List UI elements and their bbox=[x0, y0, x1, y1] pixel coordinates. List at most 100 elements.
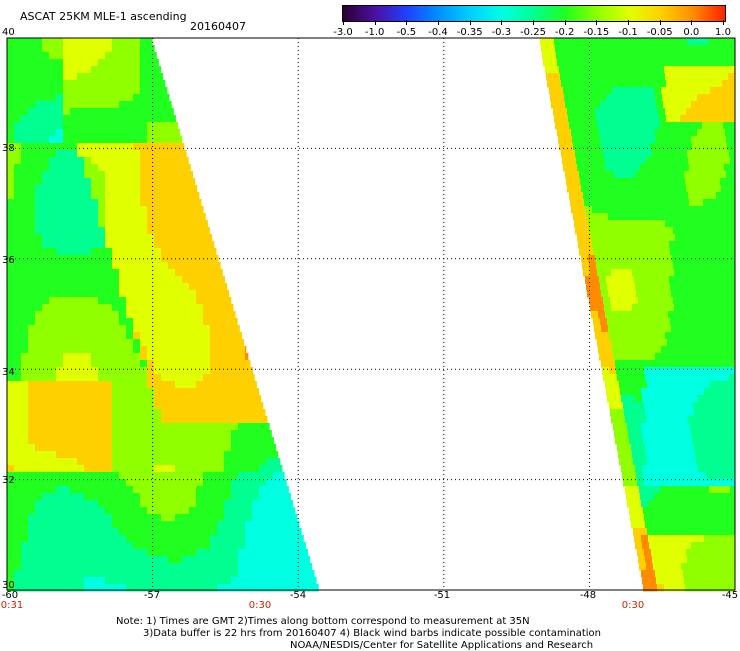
wind-cell bbox=[701, 150, 709, 158]
wind-cell bbox=[84, 87, 92, 95]
wind-cell bbox=[725, 206, 733, 214]
wind-cell bbox=[119, 493, 127, 501]
wind-cell bbox=[189, 283, 197, 291]
wind-cell bbox=[14, 108, 22, 116]
wind-cell bbox=[673, 80, 681, 88]
wind-cell bbox=[697, 276, 705, 284]
wind-cell bbox=[680, 444, 688, 452]
wind-cell bbox=[614, 430, 622, 438]
wind-cell bbox=[648, 353, 656, 361]
wind-cell bbox=[675, 346, 683, 354]
wind-cell bbox=[21, 45, 29, 53]
wind-cell bbox=[182, 164, 190, 172]
wind-cell bbox=[175, 570, 183, 578]
wind-cell bbox=[245, 423, 253, 431]
wind-cell bbox=[217, 297, 225, 305]
wind-cell bbox=[629, 360, 637, 368]
wind-cell bbox=[42, 325, 50, 333]
wind-cell bbox=[646, 157, 654, 165]
wind-cell bbox=[147, 402, 155, 410]
wind-cell bbox=[133, 535, 141, 543]
wind-cell bbox=[7, 430, 15, 438]
wind-cell bbox=[91, 122, 99, 130]
wind-cell bbox=[56, 143, 64, 151]
wind-cell bbox=[49, 514, 57, 522]
wind-cell bbox=[56, 304, 64, 312]
wind-cell bbox=[189, 521, 197, 529]
wind-cell bbox=[140, 535, 148, 543]
wind-cell bbox=[84, 101, 92, 109]
wind-cell bbox=[147, 528, 155, 536]
wind-cell bbox=[77, 542, 85, 550]
wind-cell bbox=[91, 45, 99, 53]
wind-cell bbox=[657, 213, 665, 221]
wind-cell bbox=[627, 500, 635, 508]
wind-cell bbox=[147, 521, 155, 529]
wind-cell bbox=[105, 150, 113, 158]
wind-cell bbox=[119, 164, 127, 172]
wind-cell bbox=[196, 437, 204, 445]
wind-cell bbox=[154, 374, 162, 382]
wind-cell bbox=[161, 514, 169, 522]
wind-cell bbox=[77, 570, 85, 578]
wind-cell bbox=[659, 262, 667, 270]
wind-cell bbox=[140, 297, 148, 305]
wind-cell bbox=[98, 584, 106, 592]
wind-cell bbox=[175, 248, 183, 256]
wind-cell bbox=[35, 507, 43, 515]
wind-cell bbox=[119, 129, 127, 137]
wind-cell bbox=[147, 535, 155, 543]
wind-cell bbox=[154, 283, 162, 291]
wind-cell bbox=[731, 199, 736, 207]
wind-cell bbox=[77, 115, 85, 123]
wind-cell bbox=[224, 416, 232, 424]
wind-cell bbox=[708, 227, 716, 235]
wind-cell bbox=[697, 206, 705, 214]
wind-cell bbox=[238, 332, 242, 340]
wind-cell bbox=[731, 164, 736, 172]
wind-cell bbox=[203, 311, 211, 319]
wind-cell bbox=[670, 318, 678, 326]
wind-cell bbox=[555, 122, 563, 130]
wind-cell bbox=[700, 220, 708, 228]
wind-cell bbox=[575, 80, 583, 88]
wind-cell bbox=[574, 185, 582, 193]
wind-cell bbox=[668, 528, 676, 536]
wind-cell bbox=[189, 304, 197, 312]
wind-cell bbox=[266, 549, 274, 557]
wind-cell bbox=[555, 45, 563, 53]
wind-cell bbox=[280, 577, 288, 585]
wind-cell bbox=[684, 248, 692, 256]
wind-cell bbox=[654, 311, 662, 319]
wind-cell bbox=[604, 192, 612, 200]
wind-cell bbox=[659, 38, 667, 46]
wind-cell bbox=[617, 80, 625, 88]
wind-cell bbox=[70, 556, 78, 564]
wind-cell bbox=[231, 304, 234, 312]
wind-cell bbox=[633, 381, 641, 389]
wind-cell bbox=[196, 542, 204, 550]
wind-cell bbox=[680, 80, 688, 88]
wind-cell bbox=[280, 570, 288, 578]
wind-cell bbox=[21, 269, 29, 277]
wind-cell bbox=[154, 52, 157, 60]
wind-cell bbox=[147, 360, 155, 368]
wind-cell bbox=[154, 423, 162, 431]
wind-cell bbox=[91, 304, 99, 312]
wind-cell bbox=[589, 297, 597, 305]
wind-cell bbox=[147, 108, 155, 116]
wind-cell bbox=[77, 346, 85, 354]
wind-cell bbox=[49, 276, 57, 284]
wind-cell bbox=[70, 115, 78, 123]
wind-cell bbox=[154, 367, 162, 375]
wind-cell bbox=[105, 535, 113, 543]
wind-cell bbox=[203, 437, 211, 445]
wind-cell bbox=[559, 66, 567, 74]
wind-cell bbox=[252, 563, 260, 571]
wind-cell bbox=[63, 101, 71, 109]
wind-cell bbox=[224, 444, 232, 452]
wind-cell bbox=[655, 353, 663, 361]
wind-cell bbox=[694, 556, 702, 564]
wind-cell bbox=[596, 38, 604, 46]
wind-cell bbox=[63, 171, 71, 179]
